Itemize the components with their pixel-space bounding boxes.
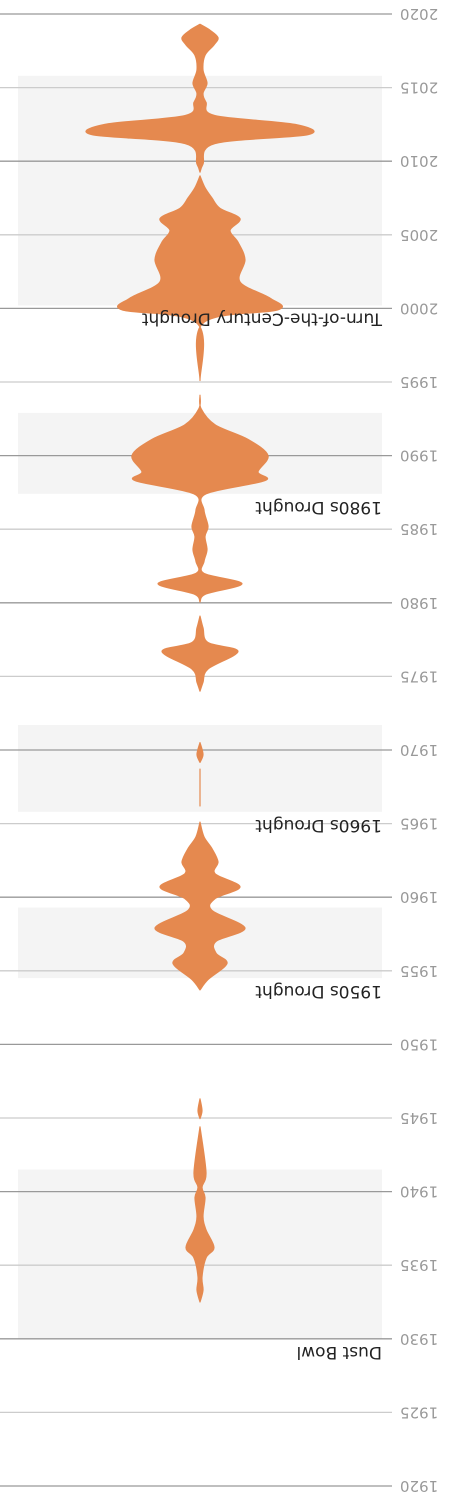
period-label: 1980s Drought [255, 497, 382, 517]
violin-segment [196, 742, 204, 764]
tick-label: 1940 [400, 1183, 438, 1201]
violin-segment [197, 1098, 203, 1120]
period-label: Dust Bowl [297, 1342, 382, 1362]
tick-label: 1980 [400, 594, 438, 612]
violin-segment [161, 615, 239, 692]
period-label: Turn-of-the-Century Drought [141, 308, 383, 328]
tick-label: 1950 [400, 1035, 438, 1053]
tick-label: 2000 [400, 299, 438, 317]
violin-segment [85, 23, 315, 173]
tick-label: 2020 [400, 5, 438, 23]
labels-layer: 1920 1925 1930 1935 1940 1945 1950 1955 1960 1965… [141, 5, 438, 1495]
tick-label: 2005 [400, 226, 438, 244]
violin-segment [185, 1126, 215, 1303]
tick-label: 1990 [400, 447, 438, 465]
tick-label: 1935 [400, 1256, 438, 1274]
violin-segment [131, 394, 269, 603]
violin-segment [117, 175, 283, 382]
tick-label: 1930 [400, 1330, 438, 1348]
violin-layer [85, 23, 315, 1303]
tick-label: 2015 [400, 79, 438, 97]
tick-label: 1925 [400, 1403, 438, 1421]
tick-label: 1975 [400, 667, 438, 685]
tick-label: 2010 [400, 152, 438, 170]
period-label: 1950s Drought [255, 981, 382, 1001]
violin-segment [154, 821, 246, 991]
tick-label: 1965 [400, 815, 438, 833]
tick-label: 1920 [400, 1477, 438, 1495]
period-label: 1960s Drought [255, 815, 382, 835]
tick-label: 1985 [400, 520, 438, 538]
tick-label: 1970 [400, 741, 438, 759]
tick-label: 1945 [400, 1109, 438, 1127]
tick-label: 1995 [400, 373, 438, 391]
tick-label: 1955 [400, 962, 438, 980]
tick-label: 1960 [400, 888, 438, 906]
